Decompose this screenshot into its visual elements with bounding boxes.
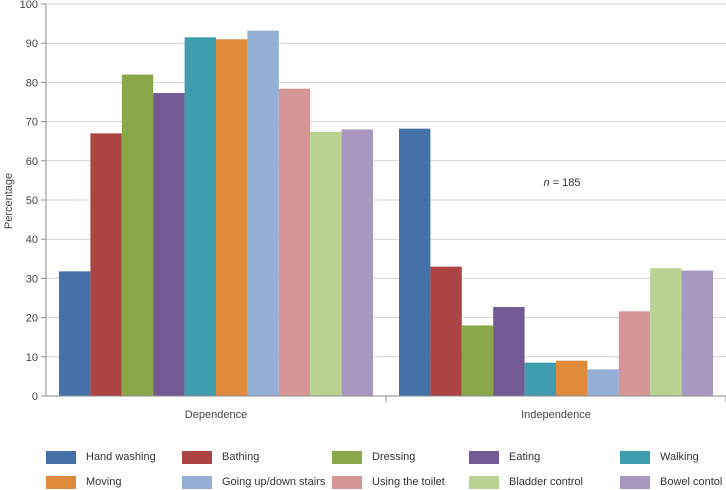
legend-label: Going up/down stairs (222, 476, 326, 488)
bar-bathing (90, 133, 122, 397)
legend-item: Moving (46, 474, 121, 490)
bar-moving (216, 39, 248, 396)
y-axis-title: Percentage (3, 173, 15, 229)
bars (59, 30, 713, 397)
legend-label: Moving (86, 476, 122, 488)
legend-item: Dressing (332, 449, 415, 465)
y-tick-label: 80 (26, 77, 38, 89)
legend-label: Eating (509, 451, 541, 463)
legend-label: Dressing (372, 451, 416, 463)
sample-size-symbol: n (543, 177, 549, 189)
legend-swatch (332, 475, 362, 489)
legend-label: Using the toilet (372, 476, 445, 488)
y-tick-label: 30 (26, 273, 38, 285)
bar-bathing (430, 266, 462, 396)
legend-label: Bathing (222, 451, 260, 463)
sample-size-annotation: n = 185 (543, 177, 580, 189)
y-tick-label: 100 (20, 0, 38, 11)
legend-label: Walking (660, 451, 699, 463)
bar-dressing (461, 325, 494, 396)
bar-eating (493, 307, 525, 396)
bar-bowel-contol (341, 129, 373, 396)
legend: Hand washing Bathing Dressing Eating Walking… (0, 442, 726, 490)
legend-label: Bowel contol (660, 476, 723, 488)
legend-label: Hand washing (86, 451, 156, 463)
bar-eating (153, 92, 185, 396)
bar-hand-washing (399, 128, 431, 396)
legend-swatch (182, 475, 212, 489)
legend-swatch (469, 475, 499, 489)
legend-item: Bathing (182, 449, 259, 465)
legend-swatch (46, 475, 76, 489)
bar-bladder-control (310, 131, 342, 397)
x-category-label: Dependence (185, 409, 247, 421)
legend-item: Eating (469, 449, 540, 465)
bar-going-up-down-stairs (587, 369, 619, 396)
legend-swatch (182, 450, 212, 464)
bar-going-up-down-stairs (247, 30, 279, 396)
y-tick-label: 50 (26, 195, 38, 207)
x-category-label: Independence (521, 409, 591, 421)
y-tick-label: 10 (26, 352, 38, 364)
legend-item: Bladder control (469, 474, 583, 490)
bar-walking (524, 362, 556, 396)
legend-label: Bladder control (509, 476, 583, 488)
axes: 0 10 20 30 40 50 60 70 80 90 100 Dependence Independ… (20, 0, 726, 421)
legend-swatch (620, 450, 650, 464)
bar-moving (556, 360, 588, 396)
bar-using-the-toilet (278, 88, 311, 396)
bar-bladder-control (650, 268, 682, 396)
legend-item: Going up/down stairs (182, 474, 325, 490)
y-tick-label: 90 (26, 38, 38, 50)
bar-walking (184, 37, 216, 396)
y-tick-label: 70 (26, 117, 38, 129)
y-tick-label: 20 (26, 313, 38, 325)
bar-dressing (121, 74, 154, 396)
legend-swatch (332, 450, 362, 464)
chart: 0 10 20 30 40 50 60 70 80 90 100 Dependence Independ… (3, 0, 726, 421)
bar-bowel-contol (681, 270, 713, 396)
legend-item: Walking (620, 449, 699, 465)
legend-swatch (469, 450, 499, 464)
legend-swatch (620, 475, 650, 489)
legend-swatch (46, 450, 76, 464)
bar-using-the-toilet (618, 311, 651, 396)
sample-size-value: = 185 (550, 177, 581, 189)
y-tick-label: 60 (26, 156, 38, 168)
bar-hand-washing (59, 271, 91, 396)
legend-item: Hand washing (46, 449, 156, 465)
legend-item: Using the toilet (332, 474, 445, 490)
y-tick-label: 0 (32, 391, 38, 403)
y-tick-label: 40 (26, 234, 38, 246)
legend-item: Bowel contol (620, 474, 722, 490)
